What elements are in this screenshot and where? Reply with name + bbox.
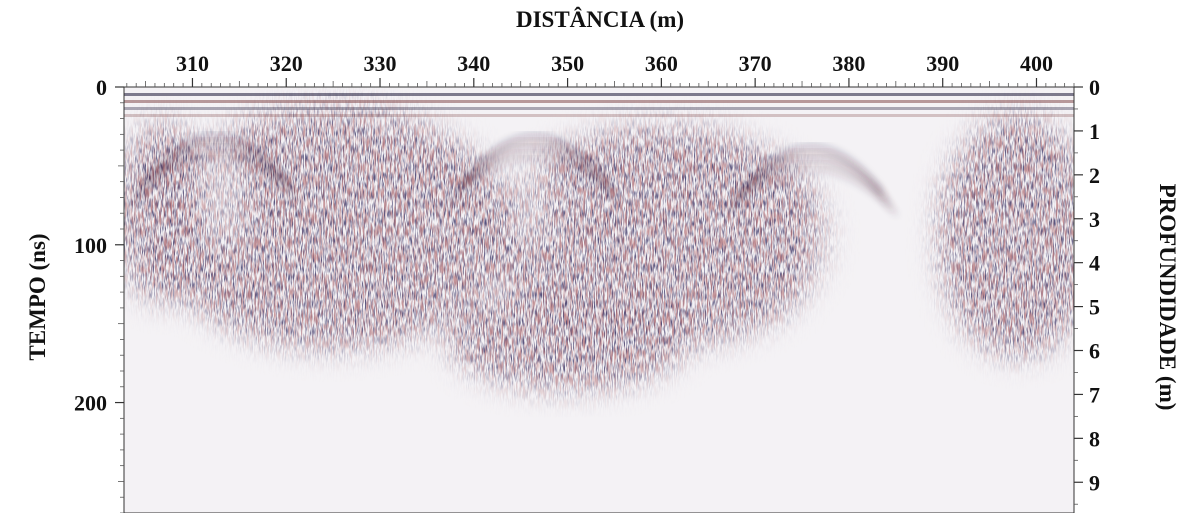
y-axis-right: 0 1 2 3 4 5 6 7 8 9 xyxy=(1074,75,1100,505)
y-right-tick-label: 3 xyxy=(1089,207,1100,232)
hyperbola-arc xyxy=(732,157,891,205)
direct-wave-stripe xyxy=(124,114,1074,117)
hyperbola-arc xyxy=(724,169,899,217)
hyperbola-arc xyxy=(145,134,287,182)
y-right-tick-label: 0 xyxy=(1089,75,1100,100)
direct-wave-stripe xyxy=(124,100,1074,103)
y-left-tick-label: 200 xyxy=(74,391,107,416)
direct-wave-band xyxy=(124,93,1074,117)
y-right-tick-label: 9 xyxy=(1089,470,1100,495)
x-axis: 310 320 330 340 350 360 370 380 390 400 xyxy=(126,51,1075,87)
y-axis-left: 0 100 200 xyxy=(74,75,124,513)
x-tick-label: 370 xyxy=(739,51,772,76)
y-right-tick-label: 8 xyxy=(1089,426,1100,451)
y-left-tick-label: 0 xyxy=(96,75,107,100)
x-tick-label: 340 xyxy=(457,51,490,76)
x-tick-label: 320 xyxy=(270,51,303,76)
y-axis-right-label: PROFUNDIDADE (m) xyxy=(1155,184,1180,411)
hyperbola-arc xyxy=(137,146,295,194)
x-axis-label: DISTÂNCIA (m) xyxy=(516,6,684,32)
hyperbola-arc xyxy=(141,140,291,188)
plot-frame xyxy=(123,86,1075,513)
y-right-tick-label: 6 xyxy=(1089,339,1100,364)
y-right-tick-label: 2 xyxy=(1089,163,1100,188)
y-right-tick-label: 5 xyxy=(1089,295,1100,320)
y-left-tick-label: 100 xyxy=(74,233,107,258)
hyperbola-arc xyxy=(728,163,895,211)
x-tick-label: 360 xyxy=(645,51,678,76)
hyperbola-arc xyxy=(451,152,618,200)
x-tick-label: 350 xyxy=(551,51,584,76)
x-tick-label: 400 xyxy=(1020,51,1053,76)
hyperbola-arc xyxy=(133,152,299,200)
x-tick-label: 380 xyxy=(832,51,865,76)
direct-wave-stripe xyxy=(124,93,1074,96)
radargram-panel xyxy=(123,86,1075,513)
hyperbola-arc xyxy=(463,134,606,182)
y-axis-left-label: TEMPO (ns) xyxy=(25,233,50,360)
gpr-texture-red xyxy=(124,87,1074,513)
diffraction-hyperbolas xyxy=(129,134,899,217)
y-right-tick-label: 4 xyxy=(1089,251,1100,276)
x-tick-label: 310 xyxy=(176,51,209,76)
hyperbola-arc xyxy=(455,146,614,194)
direct-wave-stripe xyxy=(124,107,1074,110)
hyperbola-arc xyxy=(740,145,883,193)
y-right-tick-label: 1 xyxy=(1089,119,1100,144)
x-tick-label: 390 xyxy=(926,51,959,76)
y-right-tick-label: 7 xyxy=(1089,382,1100,407)
hyperbola-arc xyxy=(447,158,622,206)
x-tick-label: 330 xyxy=(364,51,397,76)
hyperbola-arc xyxy=(736,151,887,199)
hyperbola-arc xyxy=(129,158,303,206)
hyperbola-arc xyxy=(459,140,610,188)
